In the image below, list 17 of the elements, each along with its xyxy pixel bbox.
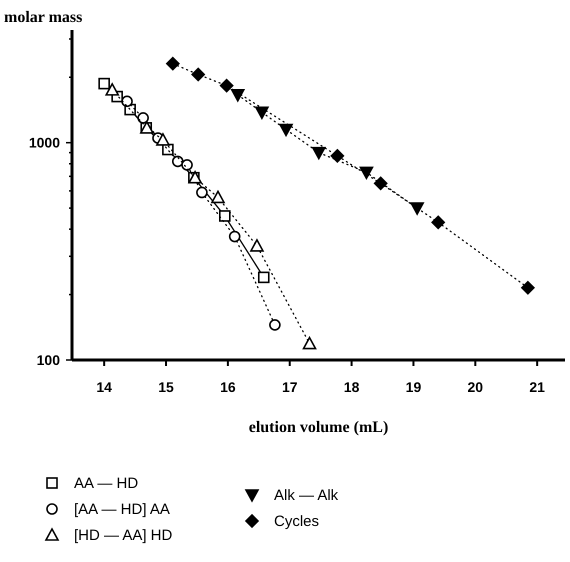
y-axis-title: molar mass: [4, 9, 82, 26]
y-tick-label: 1000: [28, 134, 60, 151]
x-tick-label: 20: [468, 379, 484, 395]
legend-label: Cycles: [274, 513, 320, 530]
x-tick-label: 18: [344, 379, 360, 395]
x-tick-label: 19: [406, 379, 422, 395]
legend-label: Alk — Alk: [274, 487, 339, 504]
legend-label: [HD — AA] HD: [74, 527, 173, 544]
x-tick-label: 15: [158, 379, 174, 395]
x-axis-title: elution volume (mL): [248, 419, 388, 436]
x-tick-label: 21: [529, 379, 546, 395]
x-tick-label: 17: [282, 379, 298, 395]
legend-label: [AA — HD] AA: [74, 501, 170, 518]
legend-label: AA — HD: [74, 475, 138, 492]
x-tick-label: 16: [220, 379, 236, 395]
y-tick-label: 100: [36, 352, 60, 368]
x-tick-label: 14: [96, 379, 112, 395]
